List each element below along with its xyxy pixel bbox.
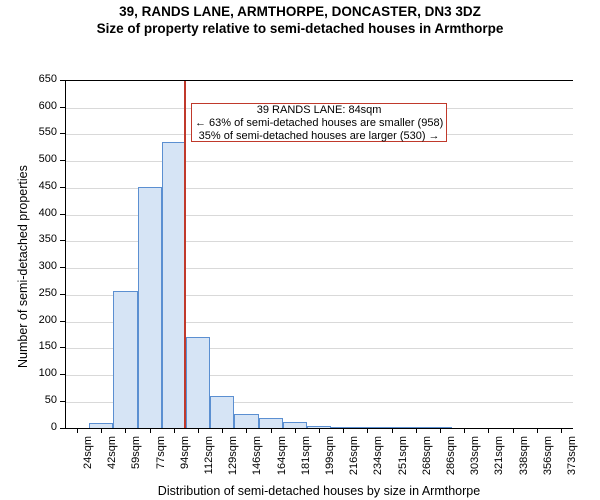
chart-area: 39 RANDS LANE: 84sqm← 63% of semi-detach… (0, 38, 600, 500)
x-tick-label: 303sqm (469, 436, 481, 486)
x-tick-label: 146sqm (251, 436, 263, 486)
chart-title: 39, RANDS LANE, ARMTHORPE, DONCASTER, DN… (0, 0, 600, 38)
property-callout: 39 RANDS LANE: 84sqm← 63% of semi-detach… (191, 103, 447, 142)
x-tick-label: 321sqm (493, 436, 505, 486)
x-tick-label: 268sqm (421, 436, 433, 486)
x-tick-label: 286sqm (445, 436, 457, 486)
y-gridline (65, 161, 573, 162)
property-marker-line (184, 81, 186, 429)
y-tick-label: 0 (25, 421, 57, 433)
x-tick-label: 42sqm (106, 436, 118, 486)
x-tick-label: 181sqm (300, 436, 312, 486)
callout-line3: 35% of semi-detached houses are larger (… (195, 130, 443, 143)
y-tick-label: 100 (25, 367, 57, 379)
histogram-bar (113, 291, 137, 429)
x-tick-label: 59sqm (130, 436, 142, 486)
y-tick-label: 550 (25, 126, 57, 138)
x-tick-label: 356sqm (542, 436, 554, 486)
y-axis-line (65, 80, 66, 428)
plot-area: 39 RANDS LANE: 84sqm← 63% of semi-detach… (65, 80, 573, 429)
callout-line2: ← 63% of semi-detached houses are smalle… (195, 117, 443, 130)
x-tick-label: 234sqm (372, 436, 384, 486)
x-tick-label: 251sqm (397, 436, 409, 486)
y-tick-label: 600 (25, 100, 57, 112)
x-tick-label: 199sqm (324, 436, 336, 486)
y-axis-label: Number of semi-detached properties (16, 165, 30, 368)
x-tick-label: 338sqm (518, 436, 530, 486)
histogram-bar (162, 142, 186, 428)
x-tick-label: 129sqm (227, 436, 239, 486)
histogram-bar (234, 414, 258, 429)
histogram-bar (186, 337, 210, 429)
x-tick-label: 373sqm (566, 436, 578, 486)
histogram-bar (138, 187, 162, 429)
callout-line1: 39 RANDS LANE: 84sqm (195, 104, 443, 117)
x-tick-label: 94sqm (179, 436, 191, 486)
x-tick-label: 164sqm (276, 436, 288, 486)
y-tick-label: 500 (25, 153, 57, 165)
y-tick-label: 50 (25, 394, 57, 406)
x-axis-label: Distribution of semi-detached houses by … (65, 484, 573, 498)
chart-title-line1: 39, RANDS LANE, ARMTHORPE, DONCASTER, DN… (0, 4, 600, 21)
x-tick-label: 112sqm (203, 436, 215, 486)
x-axis-line (65, 428, 573, 429)
histogram-bar (210, 396, 234, 429)
y-tick-label: 650 (25, 73, 57, 85)
x-tick-label: 77sqm (155, 436, 167, 486)
x-tick-label: 216sqm (348, 436, 360, 486)
chart-title-line2: Size of property relative to semi-detach… (0, 21, 600, 38)
x-tick-label: 24sqm (82, 436, 94, 486)
